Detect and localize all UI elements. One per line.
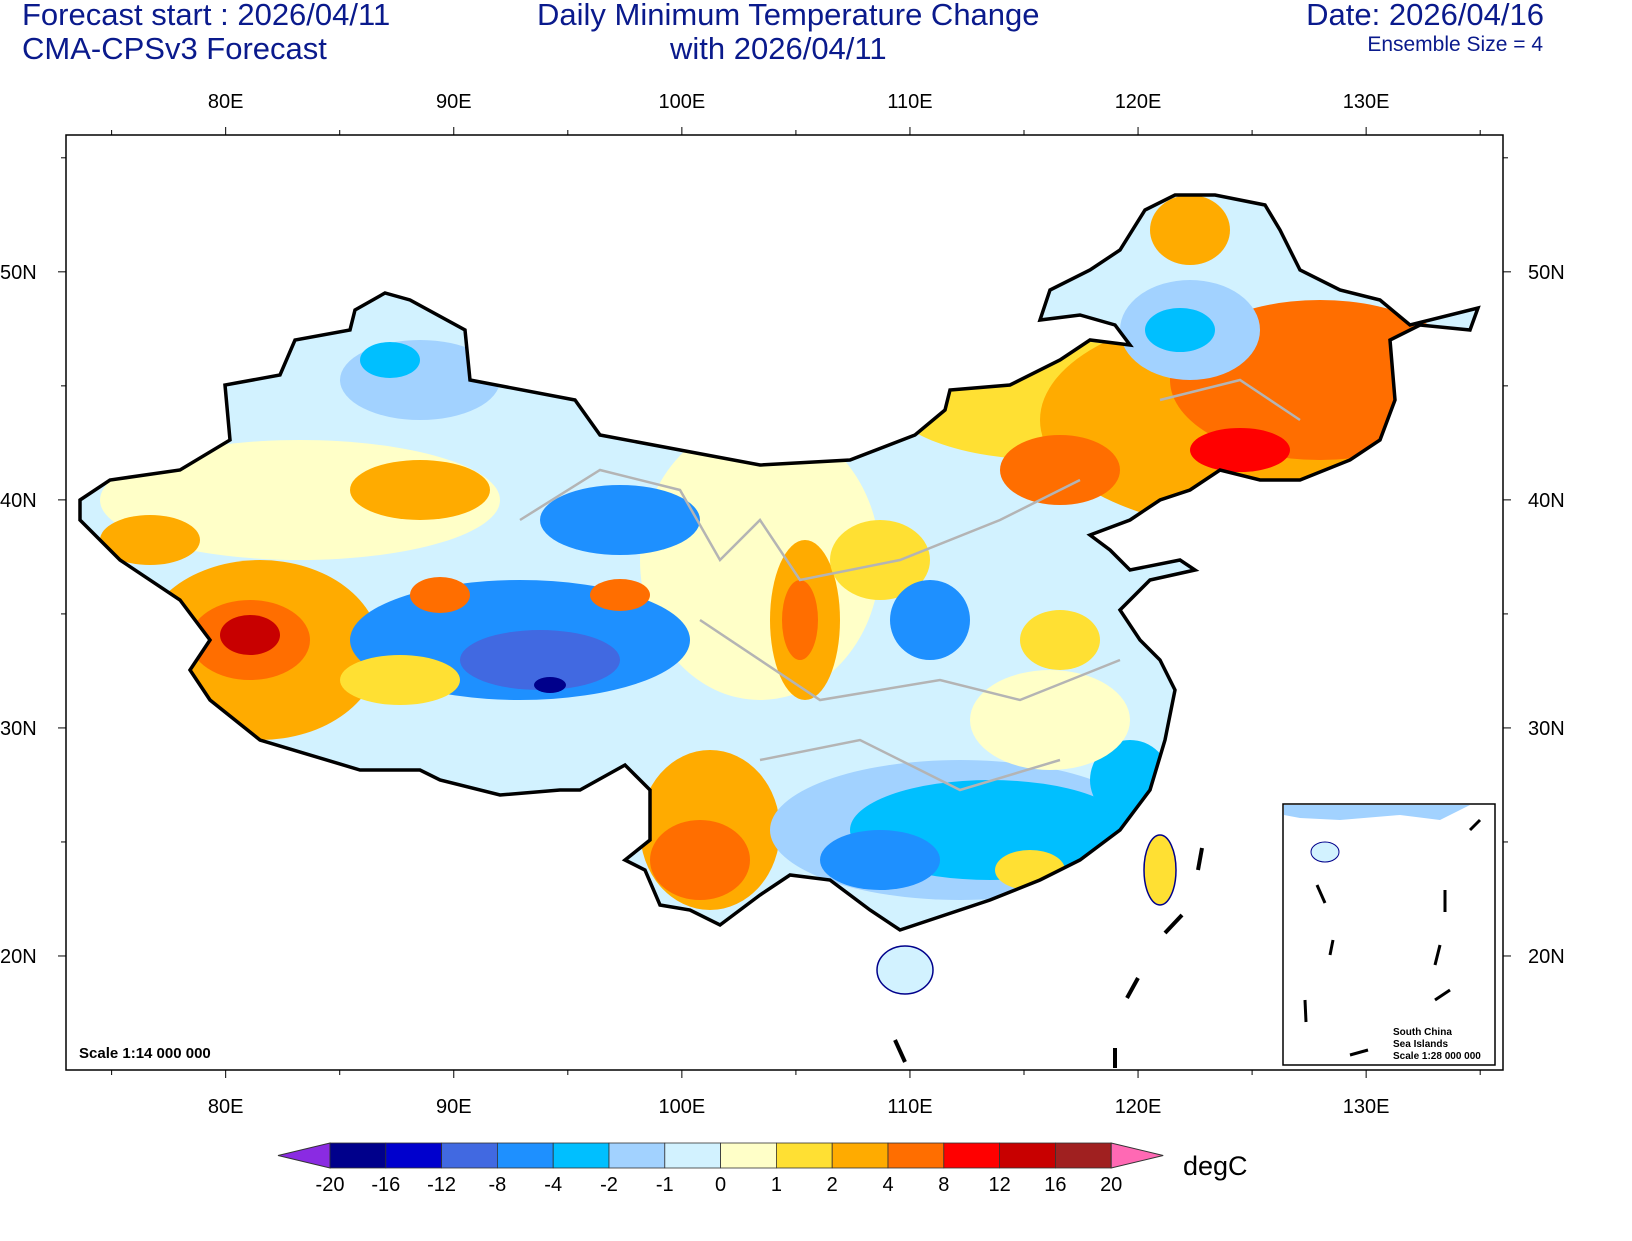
lon-tick-label: 90E — [436, 91, 472, 113]
lon-tick-label: 110E — [887, 91, 932, 113]
colorbar-label: -1 — [656, 1174, 674, 1196]
lat-tick-label: 40N — [1528, 490, 1565, 512]
colorbar-label: 20 — [1100, 1174, 1122, 1196]
colorbar-swatch — [1055, 1142, 1112, 1169]
colorbar-swatch — [887, 1142, 945, 1169]
colorbar-low-arrow — [277, 1142, 331, 1169]
colorbar-swatch — [552, 1142, 610, 1169]
colorbar-swatch — [999, 1142, 1056, 1169]
colorbar-swatch — [664, 1142, 721, 1169]
taiwan-island — [1143, 834, 1177, 906]
colorbar-swatch — [720, 1142, 777, 1169]
lon-tick-label: 120E — [1115, 1096, 1162, 1118]
colorbar-swatch — [776, 1142, 833, 1169]
colorbar-unit: degC — [1183, 1151, 1248, 1181]
colorbar-label: 12 — [988, 1174, 1010, 1196]
inset-label-line2: Sea Islands — [1393, 1039, 1448, 1050]
inset-label-line1: South China — [1393, 1027, 1452, 1038]
colorbar-swatch — [329, 1142, 387, 1169]
lat-tick-label: 30N — [1528, 718, 1565, 740]
colorbar-swatch — [385, 1142, 442, 1169]
colorbar-high-arrow — [1110, 1142, 1164, 1169]
hainan-island — [876, 945, 934, 995]
lat-tick-label: 20N — [0, 946, 37, 968]
lat-tick-label: 30N — [0, 718, 37, 740]
colorbar-swatch — [943, 1142, 1000, 1169]
colorbar-label: -2 — [600, 1174, 618, 1196]
lat-tick-label: 40N — [0, 490, 37, 512]
colorbar-label: -8 — [489, 1174, 507, 1196]
chart-subtitle: with 2026/04/11 — [670, 31, 887, 66]
colorbar-swatch — [831, 1142, 889, 1169]
valid-date-label: Date: 2026/04/16 — [1306, 0, 1544, 32]
lon-tick-label: 90E — [436, 1096, 472, 1118]
province-borders — [519, 378, 1301, 792]
colorbar-swatch — [608, 1142, 666, 1169]
colorbar-label: -12 — [427, 1174, 456, 1196]
colorbar-label: 0 — [715, 1174, 726, 1196]
ensemble-size-label: Ensemble Size = 4 — [1367, 33, 1543, 56]
lon-tick-label: 110E — [887, 1096, 932, 1118]
lon-tick-label: 100E — [658, 1096, 705, 1118]
colorbar-label: -4 — [544, 1174, 562, 1196]
colorbar: -20 -16 -12 -8 -4 -2 -1 0 1 2 4 8 12 16 20 — [277, 1142, 1164, 1196]
colorbar-label: -16 — [371, 1174, 400, 1196]
lon-tick-label: 120E — [1115, 91, 1162, 113]
chart-title: Daily Minimum Temperature Change — [537, 0, 1040, 32]
nine-dash-line — [893, 847, 1204, 1068]
lon-tick-label: 130E — [1343, 91, 1390, 113]
lon-tick-label: 80E — [208, 91, 244, 113]
inset-scale-label: Scale 1:28 000 000 — [1393, 1051, 1481, 1062]
lat-tick-label: 50N — [0, 262, 37, 284]
south-china-sea-inset: South China Sea Islands Scale 1:28 000 0… — [1282, 803, 1496, 1066]
colorbar-swatch — [441, 1142, 498, 1169]
lat-tick-label: 20N — [1528, 946, 1565, 968]
colorbar-label: 2 — [827, 1174, 838, 1196]
colorbar-label: -20 — [316, 1174, 345, 1196]
colorbar-swatch — [496, 1142, 554, 1169]
lon-tick-label: 130E — [1343, 1096, 1390, 1118]
lat-tick-label: 50N — [1528, 262, 1565, 284]
colorbar-label: 8 — [938, 1174, 949, 1196]
lon-tick-label: 100E — [658, 91, 705, 113]
scale-label: Scale 1:14 000 000 — [79, 1045, 211, 1062]
lon-tick-label: 80E — [208, 1096, 244, 1118]
colorbar-label: 4 — [882, 1174, 893, 1196]
axis-ticks: 80E 80E 90E 90E 100E 100E 110E 110E 120E 120E 130E… — [0, 91, 1565, 1118]
forecast-start-label: Forecast start : 2026/04/11 — [22, 0, 391, 32]
model-label: CMA-CPSv3 Forecast — [22, 31, 327, 66]
colorbar-label: 16 — [1044, 1174, 1066, 1196]
colorbar-label: 1 — [771, 1174, 782, 1196]
